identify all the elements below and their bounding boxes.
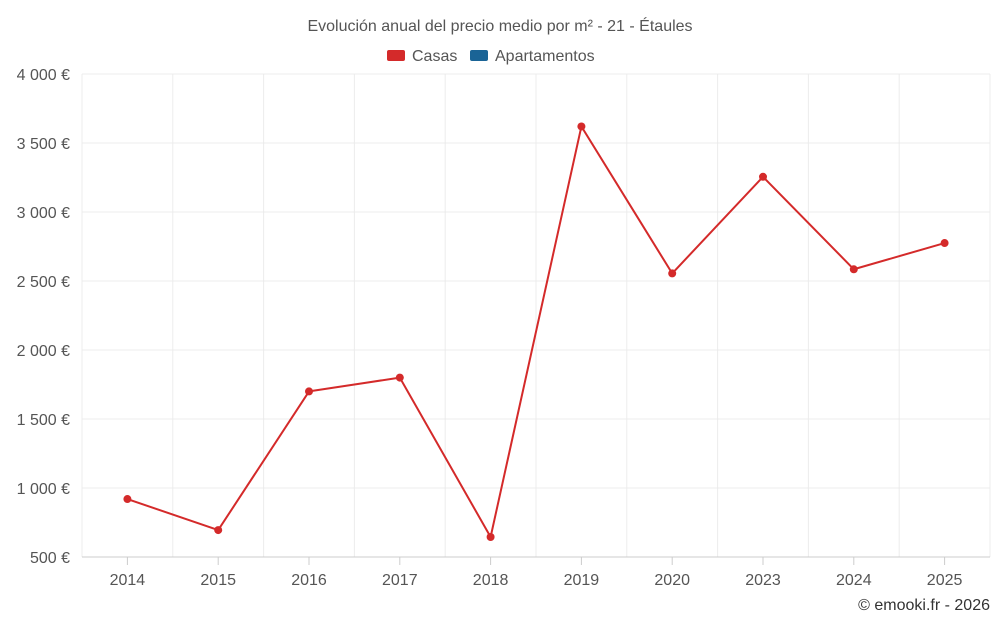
x-tick-label: 2018 — [473, 572, 509, 589]
data-point-2020[interactable] — [668, 269, 677, 278]
data-point-2016[interactable] — [305, 387, 313, 396]
credit-text: © emooki.fr - 2026 — [858, 597, 990, 614]
series-casas — [123, 122, 949, 541]
data-point-2025[interactable] — [940, 239, 949, 248]
legend-label-apartamentos: Apartamentos — [495, 48, 595, 65]
x-tick-label: 2015 — [200, 572, 236, 589]
legend-label-casas: Casas — [412, 48, 457, 65]
data-point-2019[interactable] — [577, 122, 586, 131]
x-tick-label: 2017 — [382, 572, 418, 589]
x-tick-label: 2016 — [291, 572, 327, 589]
y-tick-label: 4 000 € — [17, 67, 70, 84]
y-tick-label: 2 500 € — [17, 274, 70, 291]
data-point-2023[interactable] — [759, 172, 767, 181]
y-tick-label: 1 500 € — [17, 412, 70, 429]
legend-item-apartamentos[interactable]: Apartamentos — [470, 48, 595, 65]
legend-swatch-casas — [387, 50, 405, 61]
legend-swatch-apartamentos — [470, 50, 488, 61]
data-point-2017[interactable] — [395, 373, 404, 382]
data-point-2024[interactable] — [849, 265, 858, 274]
x-tick-label: 2014 — [110, 572, 146, 589]
legend-item-casas[interactable]: Casas — [387, 48, 457, 65]
series-line-casas — [127, 125, 945, 538]
y-tick-label: 500 € — [30, 550, 70, 567]
x-tick-label: 2023 — [745, 572, 781, 589]
legend: Casas Apartamentos — [387, 48, 595, 65]
y-axis: 500 € 1 000 € 1 500 € 2 000 € 2 500 € 3 000 €… — [17, 67, 70, 567]
chart-title: Evolución anual del precio medio por m² … — [307, 16, 692, 35]
y-tick-label: 1 000 € — [17, 481, 70, 498]
data-point-2015[interactable] — [214, 526, 223, 535]
y-tick-label: 2 000 € — [17, 343, 70, 360]
y-tick-label: 3 500 € — [17, 136, 70, 153]
x-tick-label: 2024 — [836, 572, 872, 589]
x-tick-label: 2019 — [564, 572, 600, 589]
x-tick-label: 2025 — [927, 572, 963, 589]
data-point-2018[interactable] — [486, 532, 495, 541]
x-axis: 2014 2015 2016 2017 2018 2019 2020 2023 2024 2025 — [82, 556, 990, 589]
x-tick-label: 2020 — [654, 572, 690, 589]
data-point-2014[interactable] — [123, 495, 132, 504]
grid — [81, 73, 991, 557]
y-tick-label: 3 000 € — [17, 205, 70, 222]
